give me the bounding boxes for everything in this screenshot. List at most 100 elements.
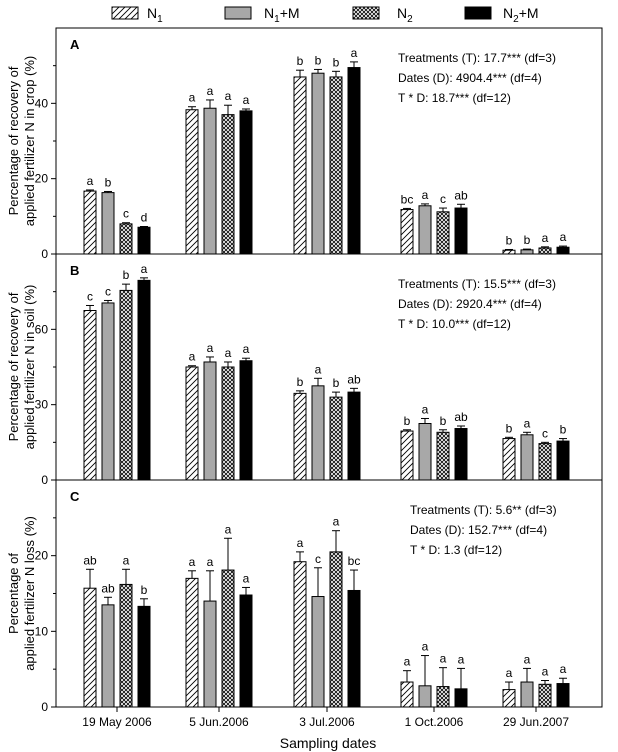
significance-letter: ab (454, 188, 468, 202)
bar-n2-m (556, 246, 570, 255)
stats-line: Treatments (T): 15.5*** (df=3) (398, 277, 556, 291)
y-tick-label: 0 (41, 473, 48, 487)
significance-letter: ab (83, 553, 97, 567)
bar-n1-m (520, 681, 534, 708)
bar-n2-m (556, 440, 570, 481)
significance-letter: a (422, 402, 429, 416)
y-axis-label-line: Percentage of (6, 553, 21, 634)
significance-letter: ab (101, 581, 115, 595)
bar-n1-m (520, 434, 534, 481)
bar-n2 (221, 366, 235, 481)
legend-swatch-n1 (111, 6, 139, 20)
legend-swatch-n2-m (464, 6, 492, 20)
legend-item-n1: N1 (111, 5, 163, 25)
legend-label-n1: N1 (147, 5, 163, 25)
significance-letter: a (141, 262, 148, 276)
y-tick-label: 60 (35, 322, 49, 336)
panel-letter: B (70, 263, 79, 278)
significance-letter: a (315, 362, 322, 376)
significance-letter: a (351, 46, 358, 60)
y-axis-label: Percentage of recovery ofapplied fertili… (6, 285, 37, 450)
legend: N1 N1+M N2 N2+M (111, 5, 539, 25)
significance-letter: a (542, 665, 549, 679)
y-axis-label: Percentage of recovery ofapplied fertili… (6, 56, 37, 227)
significance-letter: bc (401, 192, 414, 206)
x-tick-label: 5 Jun.2006 (189, 715, 249, 729)
bar-n1-m (311, 72, 325, 255)
bar-n2-m (347, 391, 361, 481)
legend-item-n2-m: N2+M (464, 5, 539, 25)
bar-n2-m (454, 688, 468, 708)
significance-letter: b (333, 376, 340, 390)
bar-n1 (502, 689, 516, 708)
significance-letter: a (333, 515, 340, 529)
bar-n2 (119, 583, 133, 708)
significance-letter: a (542, 231, 549, 245)
bar-n2-m (556, 683, 570, 708)
bar-n2 (538, 683, 552, 708)
bar-n2 (329, 76, 343, 255)
significance-letter: a (297, 536, 304, 550)
significance-letter: a (422, 640, 429, 654)
significance-letter: ab (454, 410, 468, 424)
y-tick-label: 0 (41, 247, 48, 261)
significance-letter: c (440, 192, 446, 206)
bar-n2-m (137, 226, 151, 255)
significance-letter: b (560, 423, 567, 437)
significance-letter: bc (348, 554, 361, 568)
bar-n1-m (418, 423, 432, 481)
bar-n2 (329, 396, 343, 481)
bar-n1-m (101, 192, 115, 255)
bar-n2-m (239, 110, 253, 255)
bar-n1-m (418, 205, 432, 255)
legend-swatch-n2 (352, 6, 380, 20)
y-tick-label: 20 (35, 549, 49, 563)
significance-letter: a (189, 91, 196, 105)
bar-n1 (83, 310, 97, 481)
y-tick-label: 0 (41, 700, 48, 714)
significance-letter: a (524, 416, 531, 430)
significance-letter: c (315, 552, 321, 566)
bar-n1-m (311, 596, 325, 708)
significance-letter: a (243, 571, 250, 585)
bar-n1 (185, 109, 199, 255)
y-axis-label-line: applied fertilizer N in soil (%) (22, 285, 37, 450)
bar-n1 (293, 561, 307, 708)
significance-letter: c (105, 284, 111, 298)
bar-n2-m (239, 360, 253, 481)
bar-n1-m (311, 385, 325, 481)
bar-n1 (502, 438, 516, 481)
x-tick-label: 29 Jun.2007 (503, 715, 569, 729)
significance-letter: b (297, 54, 304, 68)
bar-n2-m (347, 589, 361, 708)
significance-letter: d (141, 211, 148, 225)
bar-n1 (400, 681, 414, 708)
bar-n2-m (137, 605, 151, 708)
stats-line: Treatments (T): 5.6** (df=3) (410, 503, 557, 517)
y-axis-label-line: Percentage of recovery of (6, 66, 21, 215)
significance-letter: b (297, 375, 304, 389)
bar-n2 (119, 289, 133, 481)
significance-letter: b (141, 583, 148, 597)
significance-letter: b (105, 175, 112, 189)
x-tick-label: 1 Oct.2006 (405, 715, 464, 729)
significance-letter: a (524, 652, 531, 666)
bar-n2 (221, 114, 235, 255)
bar-n2-m (347, 67, 361, 255)
y-axis-label: Percentage ofapplied fertilizer N loss (… (6, 516, 37, 671)
stats-line: Dates (D): 2920.4*** (df=4) (398, 297, 542, 311)
x-tick-label: 3 Jul.2006 (299, 715, 355, 729)
y-tick-label: 30 (35, 398, 49, 412)
bar-n1-m (520, 249, 534, 255)
bar-n2 (329, 551, 343, 708)
significance-letter: c (542, 426, 548, 440)
bar-n1-m (203, 361, 217, 481)
panel-a: 0 20 40 A Percentage of recovery ofapplied f… (6, 27, 603, 261)
significance-letter: b (404, 414, 411, 428)
bar-n2 (538, 247, 552, 255)
panel-letter: C (70, 489, 80, 504)
y-axis-label-line: Percentage of recovery of (6, 292, 21, 441)
significance-letter: a (458, 652, 465, 666)
